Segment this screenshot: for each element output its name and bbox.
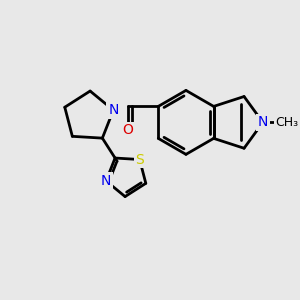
- Text: N: N: [108, 103, 118, 117]
- Text: O: O: [122, 123, 133, 137]
- Text: S: S: [135, 152, 144, 167]
- Text: N: N: [101, 174, 111, 188]
- Text: CH₃: CH₃: [275, 116, 298, 129]
- Text: N: N: [258, 116, 268, 129]
